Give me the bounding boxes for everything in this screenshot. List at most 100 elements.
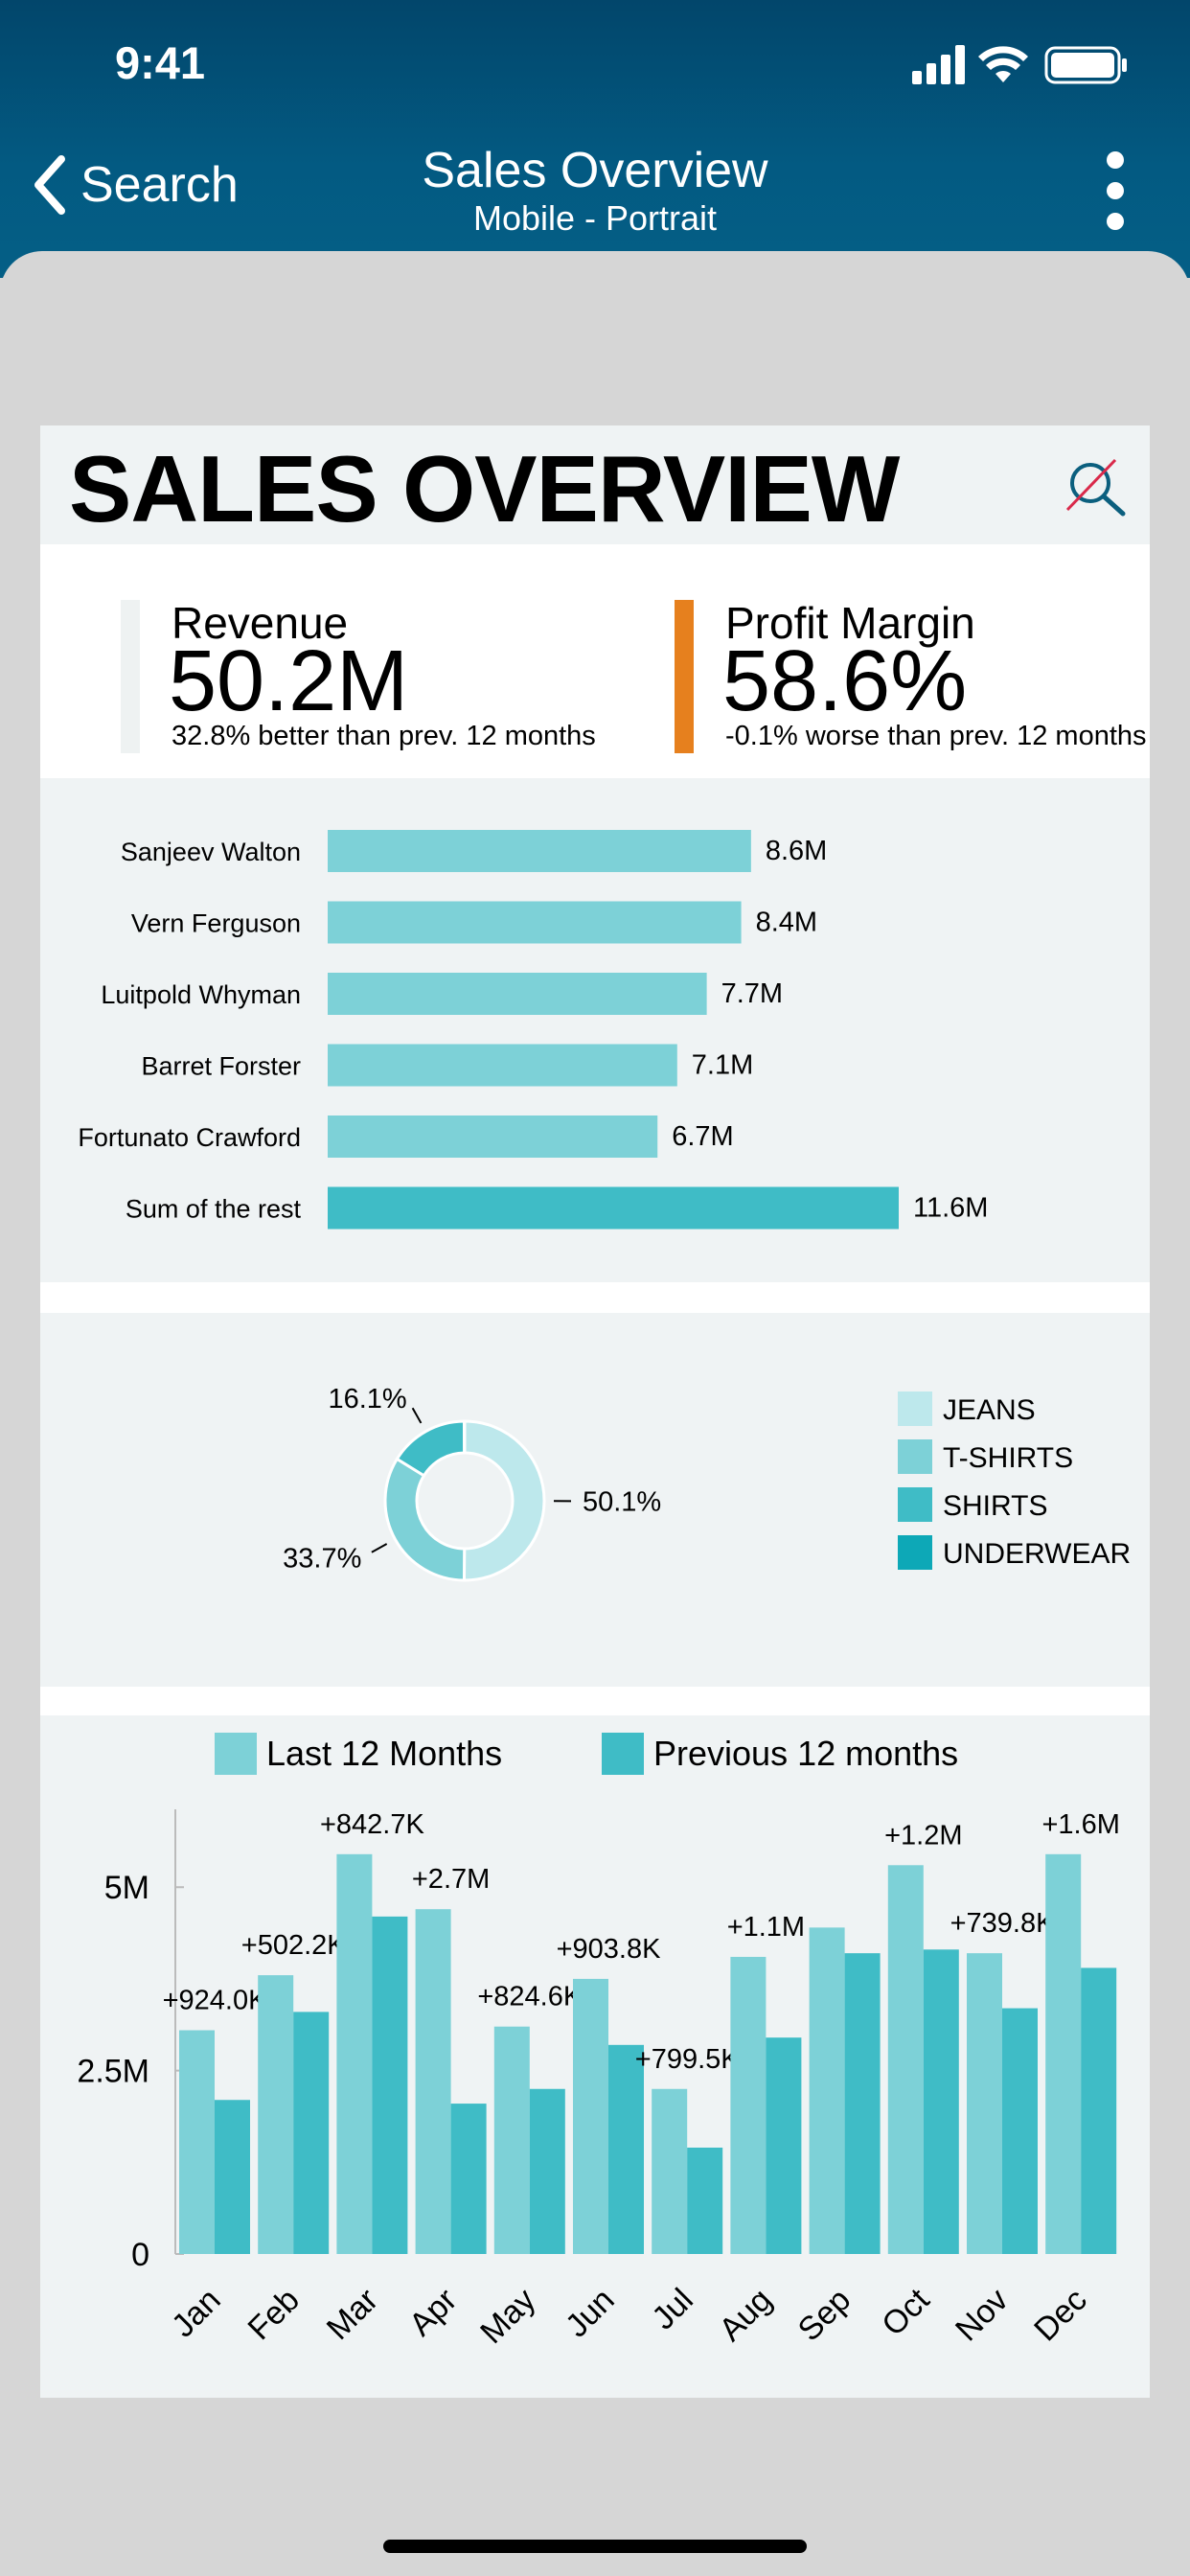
more-options-button[interactable]: [1104, 151, 1127, 230]
revenue-label: Revenue: [172, 598, 349, 648]
column-previous-12-months: [844, 1953, 881, 2254]
margin-label: Profit Margin: [725, 598, 975, 648]
margin-note: -0.1% worse than prev. 12 months: [725, 721, 1147, 751]
kpi-panel: Revenue 50.2M 32.8% better than prev. 12…: [40, 544, 1150, 778]
category-donut-panel: 50.1% 33.7% 16.1% JEANS T-SHIRTS SHIRTS UNDERW…: [40, 1313, 1150, 1687]
donut-slice: [462, 1419, 467, 1455]
margin-value: 58.6%: [722, 633, 968, 729]
difference-label: +1.1M: [727, 1912, 805, 1943]
x-tick-label: Jun: [559, 2282, 622, 2345]
legend-label: T-SHIRTS: [943, 1442, 1073, 1474]
x-tick-label: Jan: [165, 2282, 228, 2345]
ranking-bar: [328, 1186, 899, 1230]
bar-category-label: Fortunato Crawford: [78, 1123, 301, 1152]
donut-slice-label: 50.1%: [583, 1486, 661, 1517]
column-previous-12-months: [1002, 2008, 1038, 2254]
bar-value-label: 6.7M: [672, 1121, 733, 1152]
donut-slice-label: 33.7%: [283, 1544, 361, 1575]
difference-label: +799.5K: [635, 2044, 741, 2075]
revenue-note: 32.8% better than prev. 12 months: [172, 721, 596, 751]
donut-leader-line: [411, 1407, 423, 1424]
x-tick-label: Feb: [241, 2282, 307, 2347]
column-last-12-months: [809, 1927, 845, 2254]
legend-label: Last 12 Months: [266, 1734, 502, 1773]
column-previous-12-months: [450, 2104, 487, 2254]
margin-accent-bar: [675, 600, 694, 753]
column-last-12-months: [887, 1865, 924, 2254]
home-indicator: [383, 2540, 807, 2553]
column-last-12-months: [179, 2030, 215, 2254]
salesperson-ranking-panel: Sanjeev Walton 8.6M Vern Ferguson 8.4M Luitp…: [40, 778, 1150, 1282]
y-tick-label: 2.5M: [77, 2054, 149, 2090]
column-previous-12-months: [923, 1949, 959, 2254]
bar-value-label: 8.6M: [766, 836, 827, 866]
difference-label: +903.8K: [557, 1934, 662, 1965]
column-previous-12-months: [1081, 1967, 1117, 2254]
bar-category-label: Luitpold Whyman: [101, 980, 301, 1009]
x-tick-label: Jul: [645, 2282, 700, 2337]
column-previous-12-months: [215, 2100, 250, 2254]
bar-category-label: Sanjeev Walton: [121, 838, 301, 866]
bar-value-label: 7.1M: [692, 1050, 753, 1081]
difference-label: +824.6K: [477, 1982, 583, 2012]
legend-swatch: [215, 1733, 257, 1775]
legend-label: Previous 12 months: [653, 1734, 958, 1773]
donut-leader-line: [371, 1543, 388, 1553]
divider: [40, 1687, 1150, 1715]
bar-value-label: 8.4M: [756, 908, 817, 938]
x-tick-label: Mar: [320, 2282, 385, 2347]
column-last-12-months: [573, 1978, 608, 2254]
difference-label: +502.2K: [241, 1930, 347, 1961]
clear-filter-icon[interactable]: [1064, 456, 1127, 519]
donut-slice: [383, 1457, 467, 1582]
top-bar: 9:41 Search Sales Overview Mobile - Port…: [0, 0, 1190, 278]
x-tick-label: Nov: [949, 2282, 1016, 2349]
column-previous-12-months: [608, 2044, 644, 2254]
report-header: SALES OVERVIEW: [40, 426, 1150, 544]
bar-category-label: Sum of the rest: [126, 1195, 302, 1224]
legend-swatch: [898, 1535, 932, 1570]
column-last-12-months: [652, 2088, 688, 2254]
ranking-bar: [328, 901, 742, 944]
revenue-value: 50.2M: [169, 633, 409, 729]
x-tick-label: Aug: [712, 2282, 779, 2349]
ranking-bar: [328, 1044, 677, 1087]
column-previous-12-months: [687, 2148, 723, 2254]
donut-slice-label: 16.1%: [328, 1384, 406, 1414]
legend-label: UNDERWEAR: [943, 1538, 1131, 1570]
column-previous-12-months: [766, 2037, 802, 2254]
difference-label: +1.6M: [1041, 1809, 1119, 1840]
ranking-bar: [328, 973, 707, 1015]
ranking-bar: [328, 830, 751, 872]
difference-label: +1.2M: [884, 1820, 962, 1851]
nav-title: Sales Overview: [422, 143, 768, 198]
legend-swatch: [602, 1733, 644, 1775]
difference-label: +842.7K: [320, 1809, 425, 1840]
legend-swatch: [898, 1487, 932, 1522]
column-previous-12-months: [293, 2012, 330, 2254]
column-last-12-months: [967, 1953, 1002, 2254]
column-last-12-months: [258, 1975, 294, 2254]
bar-value-label: 11.6M: [913, 1193, 988, 1224]
column-last-12-months: [730, 1956, 767, 2254]
chevron-left-icon: [34, 155, 65, 215]
column-last-12-months: [493, 2026, 530, 2254]
x-tick-label: Apr: [402, 2282, 464, 2343]
legend-swatch: [898, 1392, 932, 1426]
divider: [40, 1282, 1150, 1313]
difference-label: +739.8K: [950, 1908, 1056, 1939]
donut-slice: [462, 1419, 546, 1582]
bar-category-label: Vern Ferguson: [131, 909, 301, 938]
bar-category-label: Barret Forster: [141, 1052, 301, 1081]
salesperson-bar-chart: Sanjeev Walton 8.6M Vern Ferguson 8.4M Luitp…: [78, 830, 988, 1230]
nav-subtitle: Mobile - Portrait: [472, 198, 718, 238]
monthly-comparison-panel: Last 12 Months Previous 12 months 0 2.5M 5M +…: [40, 1715, 1150, 2398]
back-label: Search: [80, 157, 239, 213]
column-last-12-months: [1045, 1853, 1082, 2254]
column-last-12-months: [415, 1909, 451, 2254]
ranking-bar: [328, 1116, 658, 1158]
difference-label: +924.0K: [163, 1986, 268, 2016]
y-tick-label: 0: [131, 2237, 149, 2273]
back-button[interactable]: Search: [33, 155, 239, 215]
column-previous-12-months: [372, 1916, 408, 2254]
